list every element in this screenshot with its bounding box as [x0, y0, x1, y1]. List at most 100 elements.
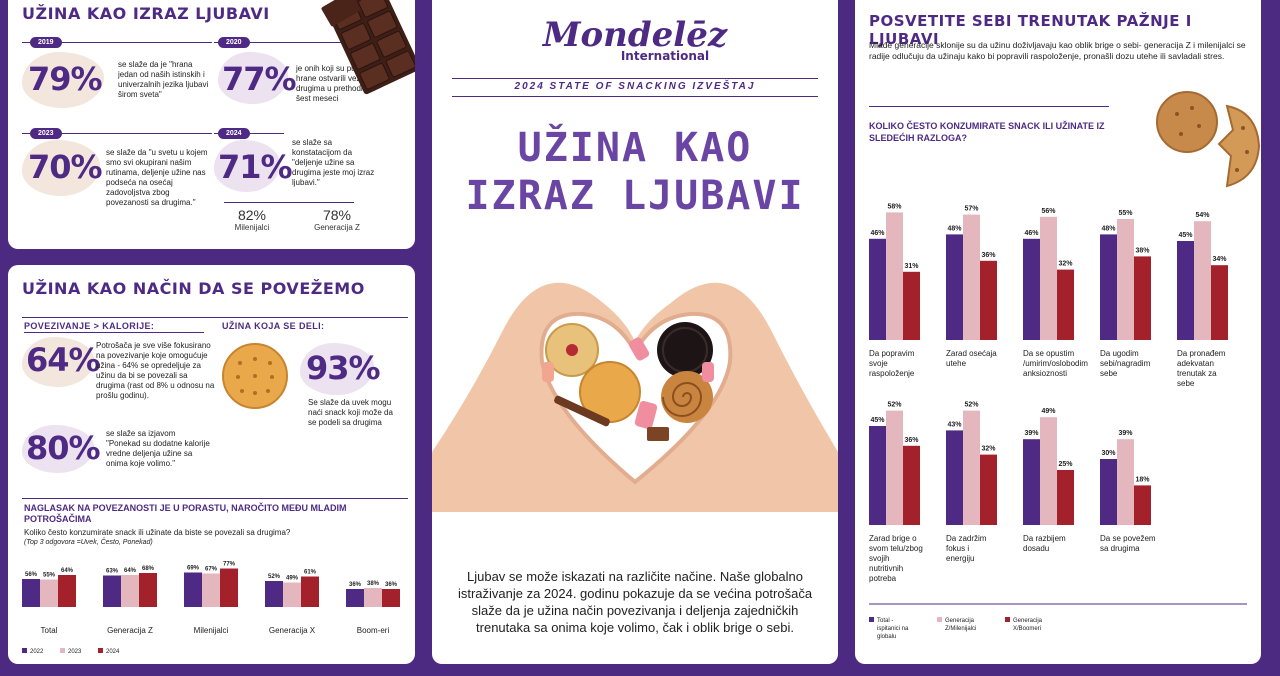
report-title: 2024 STATE OF SNACKING IZVEŠTAJ — [514, 81, 756, 92]
data-label: 64% — [61, 568, 74, 574]
bar — [1211, 265, 1228, 340]
data-label: 36% — [385, 582, 398, 588]
data-label: 61% — [304, 570, 317, 576]
stat-93-text: Se slaže da uvek mogu naći snack koji mo… — [308, 398, 393, 427]
bar — [1023, 238, 1040, 340]
bar — [886, 410, 903, 525]
category-label: Generacija X — [269, 626, 316, 635]
data-label: 31% — [904, 263, 919, 270]
data-label: 30% — [1101, 450, 1116, 457]
divider — [22, 42, 212, 43]
data-label: 43% — [947, 421, 962, 428]
stat-blob — [22, 425, 94, 473]
selfcare-bar-chart: 46% 58% 31% Da popravim svoje raspoloženje 48%… — [869, 203, 1247, 640]
heart-hands-image — [432, 282, 838, 512]
chocolate-image — [321, 0, 415, 95]
data-label: 25% — [1058, 461, 1073, 468]
divider — [22, 317, 408, 318]
bar — [980, 454, 997, 525]
panel-selfcare: POSVETITE SEBI TRENUTAK PAŽNJE I LJUBAVI… — [855, 0, 1261, 664]
divider — [224, 202, 354, 203]
legend-label: Total -ispitanici na globalu — [877, 618, 909, 640]
stat-blob — [214, 140, 280, 192]
stat-64-pct: 64% — [26, 341, 101, 379]
data-label: 32% — [981, 446, 996, 453]
selfcare-question: KOLIKO ČESTO KONZUMIRATE SNACK ILI UŽINA… — [869, 121, 1105, 143]
data-label: 63% — [106, 569, 119, 575]
legend-label: 2022 — [30, 649, 44, 655]
selfcare-intro: Mlađe generacije sklonije su da užinu do… — [869, 40, 1246, 61]
data-label: 57% — [964, 206, 979, 213]
year-badge: 2020 — [218, 37, 250, 48]
data-label: 45% — [1178, 232, 1193, 239]
bar — [1057, 470, 1074, 525]
legend-swatch — [22, 648, 27, 653]
category-label: Da se povežem sa drugima — [1100, 534, 1156, 553]
center-body-text: Ljubav se može iskazati na različite nač… — [457, 569, 813, 635]
data-label: 39% — [1118, 430, 1133, 437]
data-label: 54% — [1195, 212, 1210, 219]
bar — [1134, 485, 1151, 525]
bar — [1040, 216, 1057, 340]
bar — [265, 581, 283, 607]
data-label: 46% — [1024, 230, 1039, 237]
data-label: 52% — [964, 402, 979, 409]
category-label: Da zadržim fokus i energiju — [946, 534, 987, 563]
category-label: Boom-eri — [357, 626, 390, 635]
legend-label: 2024 — [106, 649, 120, 655]
panel-connect-title: UŽINA KAO NAČIN DA SE POVEŽEMO — [22, 279, 365, 298]
bar — [963, 410, 980, 525]
panel-connect: UŽINA KAO NAČIN DA SE POVEŽEMO POVEZIVAN… — [8, 265, 415, 664]
connect-right-heading: UŽINA KOJA SE DELI: — [222, 321, 325, 331]
bar — [1100, 459, 1117, 525]
bar — [301, 576, 319, 607]
bar — [121, 575, 139, 607]
stat-2019-pct: 79% — [28, 60, 103, 98]
stat-93-pct: 93% — [306, 349, 381, 387]
panel-love-title: UŽINA KAO IZRAZ LJUBAVI — [22, 4, 270, 23]
bar — [903, 445, 920, 525]
stat-2024-pct: 71% — [218, 148, 293, 186]
panel-center: Mondelēz International 2024 STATE OF SNA… — [432, 0, 838, 664]
stat-blob — [300, 343, 374, 395]
legend-swatch — [869, 617, 874, 622]
divider — [452, 96, 818, 97]
category-label: Da pronađem adekvatan trenutak za sebe — [1177, 349, 1226, 388]
data-label: 45% — [870, 417, 885, 424]
category-label: Zarad brige o svom telu/zbog svojih nutriti… — [869, 534, 923, 583]
bar — [946, 430, 963, 525]
bar — [139, 573, 157, 607]
bar — [963, 214, 980, 340]
connect-chart-note: (Top 3 odgovora =Uvek, Često, Ponekad) — [24, 539, 153, 546]
data-label: 48% — [1101, 225, 1116, 232]
main-title: UŽINA KAO IZRAZ LJUBAVI — [465, 125, 805, 219]
stat-2020-text: je onih koji su putem hrane ostvarili ve… — [296, 64, 376, 103]
data-label: 36% — [349, 582, 362, 588]
bar — [58, 575, 76, 607]
cracker-image — [222, 343, 288, 409]
bar — [1194, 221, 1211, 340]
stat-80-pct: 80% — [26, 429, 101, 467]
divider — [22, 133, 212, 134]
stat-blob — [22, 52, 104, 108]
legend-label: Generacija X/Boomeri — [1013, 618, 1043, 632]
year-badge: 2019 — [30, 37, 62, 48]
bar — [1134, 256, 1151, 340]
bar — [1023, 439, 1040, 525]
bar — [202, 573, 220, 607]
data-label: 55% — [43, 573, 56, 579]
data-label: 64% — [124, 568, 137, 574]
stat-2023-pct: 70% — [28, 148, 103, 186]
divider — [22, 498, 408, 499]
bar — [382, 589, 400, 607]
bar — [1117, 439, 1134, 525]
data-label: 36% — [904, 437, 919, 444]
data-label: 18% — [1135, 476, 1150, 483]
data-label: 38% — [1135, 247, 1150, 254]
category-label: Generacija Z — [107, 626, 153, 635]
category-label: Milenijalci — [194, 626, 229, 635]
data-label: 56% — [1041, 208, 1056, 215]
data-label: 49% — [286, 576, 299, 582]
stat-2019-text: se slaže da je "hrana jedan od naših ist… — [118, 60, 209, 99]
legend-label: Generacija Z/Milenijalci — [945, 618, 976, 632]
